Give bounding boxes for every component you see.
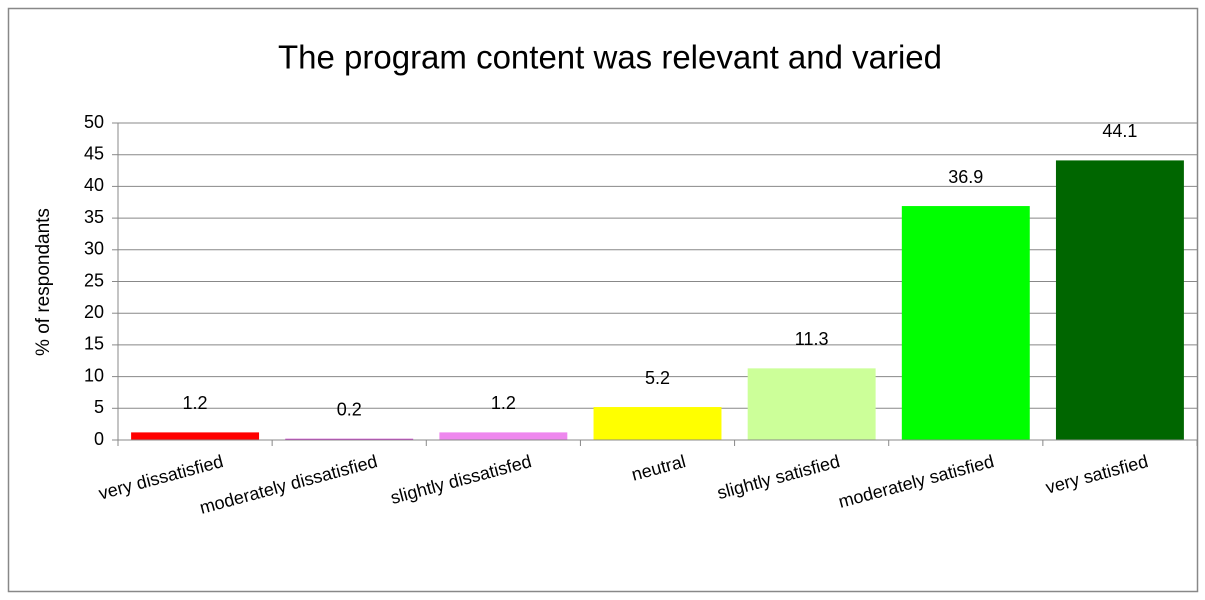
bar <box>285 438 414 440</box>
y-tick-label: 35 <box>84 207 104 227</box>
value-label: 11.3 <box>795 329 829 349</box>
chart-title: The program content was relevant and var… <box>278 39 942 76</box>
value-label: 1.2 <box>183 393 208 413</box>
bar <box>747 368 876 440</box>
y-tick-label: 0 <box>94 429 104 449</box>
bar <box>439 432 568 440</box>
y-axis-label: % of respondants <box>33 208 54 356</box>
bar <box>1055 160 1184 440</box>
y-tick-label: 25 <box>84 270 104 290</box>
y-tick-label: 40 <box>84 175 104 195</box>
y-tick-label: 10 <box>84 365 104 385</box>
bar <box>131 432 260 440</box>
y-tick-label: 15 <box>84 334 104 354</box>
bar <box>901 206 1030 440</box>
value-label: 0.2 <box>337 399 362 419</box>
value-label: 36.9 <box>948 167 983 187</box>
y-tick-label: 20 <box>84 302 104 322</box>
y-tick-label: 30 <box>84 239 104 259</box>
y-tick-label: 45 <box>84 143 104 163</box>
value-label: 44.1 <box>1102 121 1137 141</box>
y-tick-label: 50 <box>84 112 104 132</box>
value-label: 5.2 <box>645 368 670 388</box>
value-label: 1.2 <box>491 393 516 413</box>
y-tick-label: 5 <box>94 397 104 417</box>
bar <box>593 407 722 440</box>
